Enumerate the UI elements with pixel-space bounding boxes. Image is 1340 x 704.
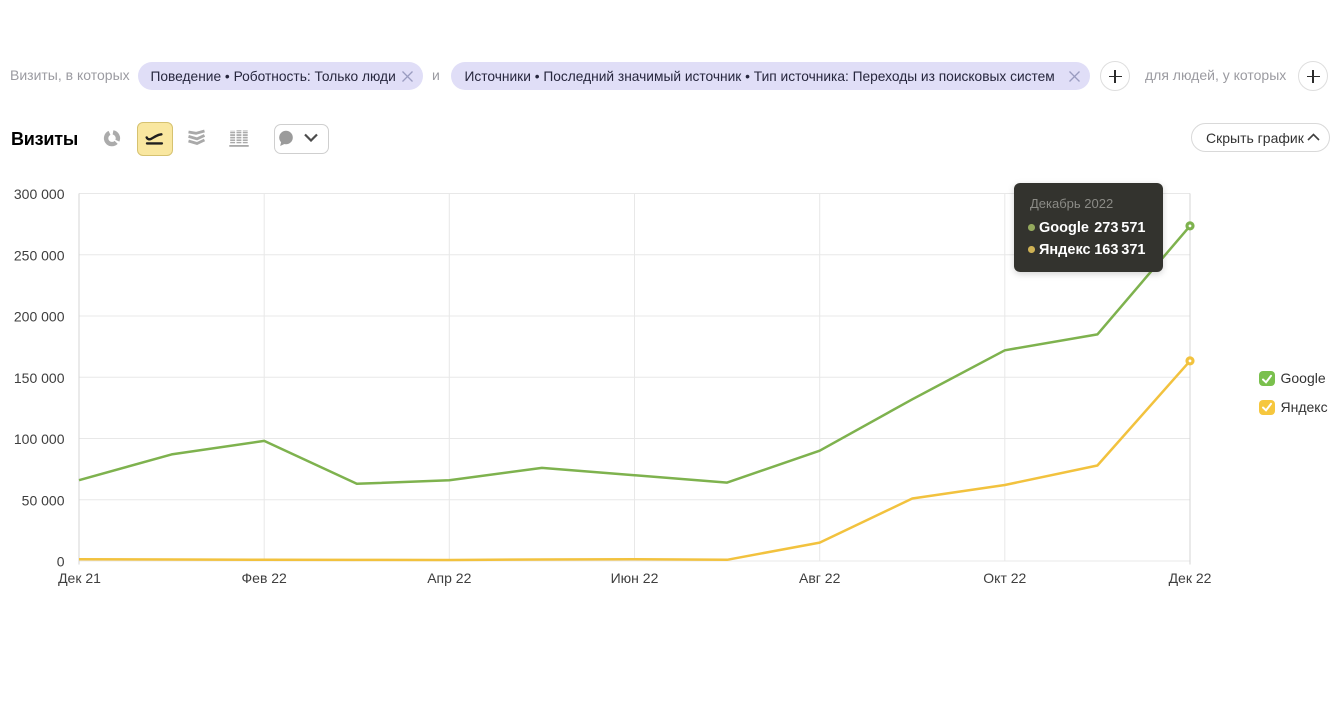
svg-text:100 000: 100 000 [14,431,65,447]
svg-text:300 000: 300 000 [14,186,65,202]
svg-text:200 000: 200 000 [14,309,65,325]
svg-text:Фев 22: Фев 22 [242,570,288,586]
svg-text:Дек 21: Дек 21 [58,570,101,586]
svg-text:Окт 22: Окт 22 [983,570,1026,586]
svg-text:Дек 22: Дек 22 [1169,570,1212,586]
svg-text:250 000: 250 000 [14,247,65,263]
svg-text:Июн 22: Июн 22 [611,570,659,586]
svg-text:0: 0 [57,554,65,570]
svg-text:Апр 22: Апр 22 [427,570,471,586]
svg-text:50 000: 50 000 [22,492,65,508]
svg-text:Авг 22: Авг 22 [799,570,841,586]
svg-text:150 000: 150 000 [14,370,65,386]
